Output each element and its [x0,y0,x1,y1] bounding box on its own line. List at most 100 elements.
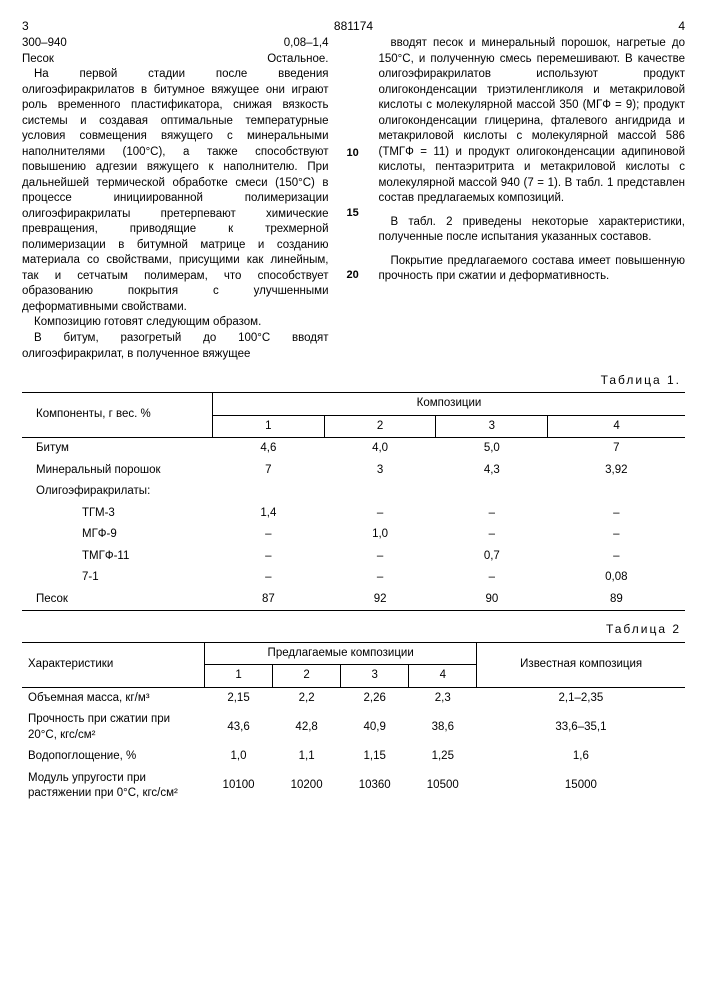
t1-cell: 5,0 [436,438,548,460]
t1-cell: – [436,503,548,525]
t1-subcol-3: 3 [436,415,548,438]
t1-cell: – [436,567,548,589]
t1-cell [213,481,325,503]
t1-rowname: Минеральный порошок [22,460,213,482]
t2-rowname: Водопоглощение, % [22,746,205,768]
t1-subcol-4: 4 [548,415,685,438]
t1-rowname: ТГМ-3 [22,503,213,525]
t1-cell: 92 [324,589,436,611]
table2-caption: Таблица 2 [22,621,681,637]
t2-known-cell: 1,6 [477,746,685,768]
t1-cell: 1,0 [324,524,436,546]
t1-rowname: Битум [22,438,213,460]
t1-cell: 90 [436,589,548,611]
t2-cell: 1,0 [205,746,273,768]
t2-cell: 10200 [273,768,341,805]
t1-rowname: Песок [22,589,213,611]
t2-cell: 2,2 [273,687,341,709]
t2-rowname: Прочность при сжатии при 20°С, кгс/см² [22,709,205,746]
t1-cell: – [548,524,685,546]
t2-cell: 10500 [409,768,477,805]
t2-header-char: Характеристики [22,642,205,687]
t2-subcol-1: 1 [205,665,273,688]
line-num-15: 15 [347,206,359,221]
t2-header-prop: Предлагаемые композиции [205,642,477,665]
rest-label: Остальное. [267,52,328,68]
t1-cell: 3,92 [548,460,685,482]
t1-cell: 4,3 [436,460,548,482]
t2-cell: 1,15 [341,746,409,768]
t2-cell: 42,8 [273,709,341,746]
right-para-2: В табл. 2 приведены некоторые характерис… [379,215,686,246]
t1-cell: 3 [324,460,436,482]
t2-cell: 2,3 [409,687,477,709]
t1-cell: – [213,524,325,546]
left-para-3: В битум, разогретый до 100°С вводят олиг… [22,331,329,362]
t1-cell: 0,7 [436,546,548,568]
t2-subcol-2: 2 [273,665,341,688]
t2-cell: 10360 [341,768,409,805]
t2-known-cell: 2,1–2,35 [477,687,685,709]
right-para-3: Покрытие предлагаемого состава имеет пов… [379,254,686,285]
t2-known-cell: 33,6–35,1 [477,709,685,746]
t1-cell: 7 [548,438,685,460]
t1-header-comp: Композиции [213,393,686,416]
t2-cell: 38,6 [409,709,477,746]
t1-cell: – [324,567,436,589]
line-num-20: 20 [347,268,359,283]
t2-known-cell: 15000 [477,768,685,805]
t2-cell: 2,15 [205,687,273,709]
t1-cell: 89 [548,589,685,611]
sand-label: Песок [22,52,54,68]
t2-subcol-4: 4 [409,665,477,688]
t2-cell: 2,26 [341,687,409,709]
t1-cell: 4,0 [324,438,436,460]
left-para-2: Композицию готовят следующим образом. [22,315,329,331]
t2-cell: 43,6 [205,709,273,746]
t1-cell: – [324,546,436,568]
doc-number: 881174 [334,18,373,34]
page-right: 4 [678,18,685,34]
t2-cell: 10100 [205,768,273,805]
t2-cell: 1,1 [273,746,341,768]
t1-cell: – [436,524,548,546]
page-left: 3 [22,18,29,34]
line-number-gutter: 10 15 20 [347,36,361,362]
t1-rowname: 7-1 [22,567,213,589]
t2-cell: 40,9 [341,709,409,746]
t1-cell: 7 [213,460,325,482]
left-para-1: На первой стадии после введения олигоэфи… [22,67,329,315]
t1-cell: 1,4 [213,503,325,525]
table1-caption: Таблица 1. [22,372,681,388]
t2-cell: 1,25 [409,746,477,768]
t1-subcol-1: 1 [213,415,325,438]
t1-cell: 87 [213,589,325,611]
t1-header-components: Компоненты, г вес. % [22,393,213,438]
table-1: Компоненты, г вес. % Композиции 1234 Бит… [22,392,685,611]
t1-subcol-2: 2 [324,415,436,438]
t1-cell [436,481,548,503]
range-val: 0,08–1,4 [284,36,329,52]
t1-cell: 0,08 [548,567,685,589]
t1-rowname: Олигоэфиракрилаты: [22,481,213,503]
t1-cell [548,481,685,503]
t1-rowname: МГФ-9 [22,524,213,546]
t2-subcol-3: 3 [341,665,409,688]
right-para-1: вводят песок и минеральный порошок, нагр… [379,36,686,207]
t2-rowname: Модуль упругости при растяжении при 0°С,… [22,768,205,805]
t1-cell: – [324,503,436,525]
t1-cell: – [548,503,685,525]
t2-rowname: Объемная масса, кг/м³ [22,687,205,709]
line-num-10: 10 [347,146,359,161]
range-text: 300–940 [22,36,67,52]
t1-rowname: ТМГФ-11 [22,546,213,568]
body-columns: 300–940 0,08–1,4 Песок Остальное. На пер… [22,36,685,362]
table-2: Характеристики Предлагаемые композиции И… [22,642,685,805]
t2-header-known: Известная композиция [477,642,685,687]
t1-cell: – [213,567,325,589]
left-column: 300–940 0,08–1,4 Песок Остальное. На пер… [22,36,329,362]
t1-cell: 4,6 [213,438,325,460]
t1-cell [324,481,436,503]
t1-cell: – [213,546,325,568]
right-column: вводят песок и минеральный порошок, нагр… [379,36,686,362]
